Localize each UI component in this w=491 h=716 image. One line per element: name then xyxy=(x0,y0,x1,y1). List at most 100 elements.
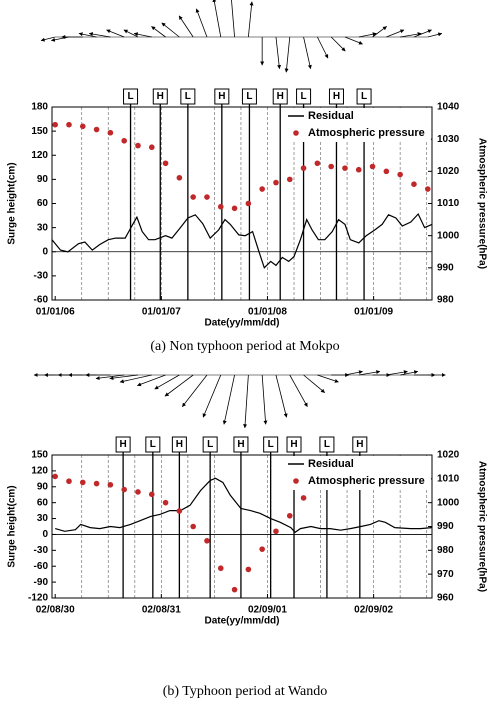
y-tick-label: -30 xyxy=(34,271,49,282)
tide-event-label: L xyxy=(268,439,274,450)
pressure-point xyxy=(176,508,183,514)
y-tick-label: 90 xyxy=(37,481,49,492)
y2-tick-label: 990 xyxy=(437,262,454,273)
wind-vector xyxy=(372,26,387,38)
y2-tick-label: 1010 xyxy=(437,473,460,484)
tide-event-box xyxy=(115,436,131,453)
x-tick-label: 02/08/31 xyxy=(142,605,181,616)
pressure-point xyxy=(231,586,238,593)
tide-event-label: L xyxy=(361,91,367,102)
pressure-point xyxy=(148,144,155,151)
tide-event-box xyxy=(152,88,168,105)
tide-event-label: H xyxy=(356,439,363,450)
tide-event-box xyxy=(352,436,368,453)
y-tick-label: 30 xyxy=(37,222,49,233)
legend-label: Atmospheric pressure xyxy=(308,127,425,139)
pressure-point xyxy=(424,186,431,192)
tide-event-label: H xyxy=(333,91,340,102)
x-axis-title: Date(yy/mm/dd) xyxy=(204,616,279,627)
wind-vector xyxy=(317,374,339,383)
y2-axis-title: Atmospheric pressure(hPa) xyxy=(476,138,487,269)
wind-vector xyxy=(222,374,235,425)
y-axis-title: Surge height(cm) xyxy=(7,162,18,244)
pressure-point xyxy=(190,194,196,200)
wind-vector xyxy=(358,32,377,38)
wind-vector xyxy=(106,29,125,38)
pressure-point xyxy=(79,479,86,486)
pressure-point xyxy=(52,121,58,128)
tide-event-box xyxy=(286,436,302,453)
wind-vector xyxy=(182,374,208,407)
tide-event-box xyxy=(214,88,230,105)
pressure-point xyxy=(204,194,210,200)
x-tick-label: 01/01/06 xyxy=(36,307,75,318)
y-tick-label: 180 xyxy=(31,102,48,113)
x-tick-label: 01/01/09 xyxy=(354,307,393,318)
tide-event-box xyxy=(202,436,218,453)
y-tick-label: 60 xyxy=(37,497,49,508)
y-tick-label: 0 xyxy=(42,246,48,257)
pressure-point xyxy=(411,181,417,187)
wind-vector xyxy=(344,370,363,376)
wind-vector xyxy=(154,374,180,390)
tide-event-box xyxy=(328,88,344,105)
wind-vector xyxy=(243,374,249,429)
pressure-point xyxy=(259,186,265,192)
tide-event-label: H xyxy=(218,91,225,102)
y-axis-title: Surge height(cm) xyxy=(7,485,18,567)
pressure-point xyxy=(204,538,210,544)
pressure-point xyxy=(245,200,252,207)
wind-vector xyxy=(40,36,56,42)
legend-box xyxy=(284,108,431,142)
residual-line xyxy=(55,477,433,534)
caption: (a) Non typhoon period at Mokpo xyxy=(150,339,339,354)
tide-event-box xyxy=(263,436,279,453)
pressure-point xyxy=(107,129,114,136)
y-tick-label: -120 xyxy=(28,593,48,604)
tide-event-box xyxy=(241,88,257,105)
wind-vector xyxy=(386,370,408,376)
y-tick-label: 150 xyxy=(31,126,48,137)
tide-event-box xyxy=(319,436,335,453)
wind-vector xyxy=(195,8,208,38)
legend-label: Atmospheric pressure xyxy=(308,475,425,487)
pressure-point xyxy=(176,174,183,181)
pressure-point xyxy=(217,203,224,210)
caption: (b) Typhoon period at Wando xyxy=(163,684,328,699)
pressure-point xyxy=(328,163,334,170)
wind-vector xyxy=(178,15,194,38)
pressure-point xyxy=(135,489,141,495)
wind-vector xyxy=(212,0,222,38)
wind-vector xyxy=(164,374,194,397)
y2-tick-label: 970 xyxy=(437,569,454,580)
y2-tick-label: 1020 xyxy=(437,166,460,177)
pressure-point xyxy=(259,546,265,552)
tide-event-label: H xyxy=(290,439,297,450)
wind-vector xyxy=(202,374,222,418)
pressure-point xyxy=(231,205,238,212)
x-axis-title: Date(yy/mm/dd) xyxy=(204,318,279,329)
wind-vector xyxy=(50,36,70,42)
y2-tick-label: 1000 xyxy=(437,497,460,508)
legend-label: Residual xyxy=(308,110,354,122)
pressure-point xyxy=(52,473,58,480)
wind-vector xyxy=(247,1,254,38)
tide-event-label: H xyxy=(157,91,164,102)
tide-event-label: H xyxy=(176,439,183,450)
wind-vector xyxy=(386,29,405,38)
tide-event-box xyxy=(123,88,139,105)
wind-vector xyxy=(289,374,308,408)
wind-vector xyxy=(88,32,111,38)
pressure-point xyxy=(273,179,279,186)
tide-event-label: H xyxy=(237,439,244,450)
pressure-point xyxy=(217,565,224,572)
wind-vector xyxy=(275,36,282,70)
y-tick-label: 30 xyxy=(37,513,49,524)
tide-event-box xyxy=(171,436,187,453)
pressure-point xyxy=(93,480,100,487)
tide-event-box xyxy=(356,88,372,105)
pressure-point xyxy=(300,165,307,171)
pressure-point xyxy=(66,478,72,485)
wind-vector xyxy=(427,32,443,38)
pressure-point xyxy=(121,137,127,144)
